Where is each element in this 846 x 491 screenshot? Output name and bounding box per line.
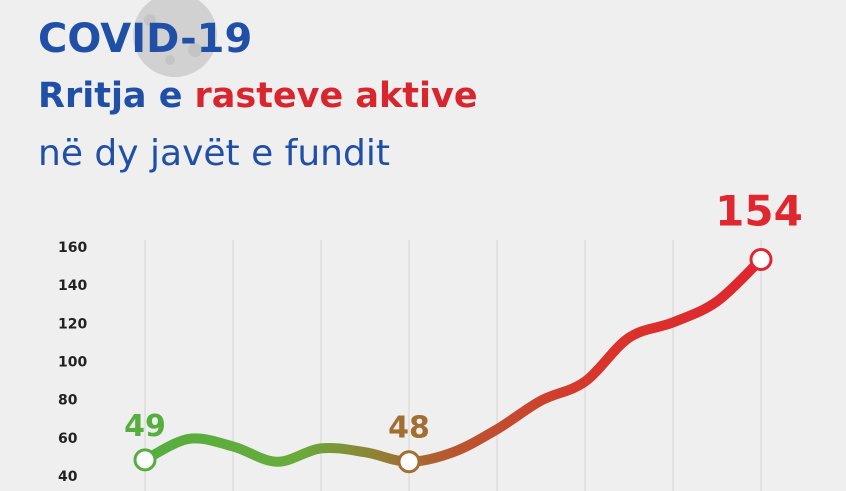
value-label: 48 <box>388 411 430 446</box>
y-tick-label: 160 <box>58 240 87 256</box>
point-marker <box>397 450 421 474</box>
chart-title: COVID-19 <box>38 16 252 62</box>
subtitle-part: Rritja e <box>38 76 182 116</box>
y-tick-label: 80 <box>58 393 78 409</box>
line <box>140 254 766 467</box>
point-marker <box>133 448 157 472</box>
y-tick-label: 140 <box>58 278 87 294</box>
y-tick-label: 40 <box>58 469 78 485</box>
subtitle-line: në dy javët e fundit <box>38 133 390 174</box>
subtitle-highlight: rasteve aktive <box>194 76 477 116</box>
point-marker <box>749 247 773 271</box>
virus-decoration <box>133 0 217 77</box>
value-label: 154 <box>715 186 803 235</box>
y-tick-label: 100 <box>58 355 87 371</box>
y-tick-label: 60 <box>58 431 78 447</box>
value-label: 49 <box>124 409 166 444</box>
y-tick-label: 120 <box>58 316 87 332</box>
subtitle-line: Rritja e rasteve aktive <box>38 76 478 116</box>
